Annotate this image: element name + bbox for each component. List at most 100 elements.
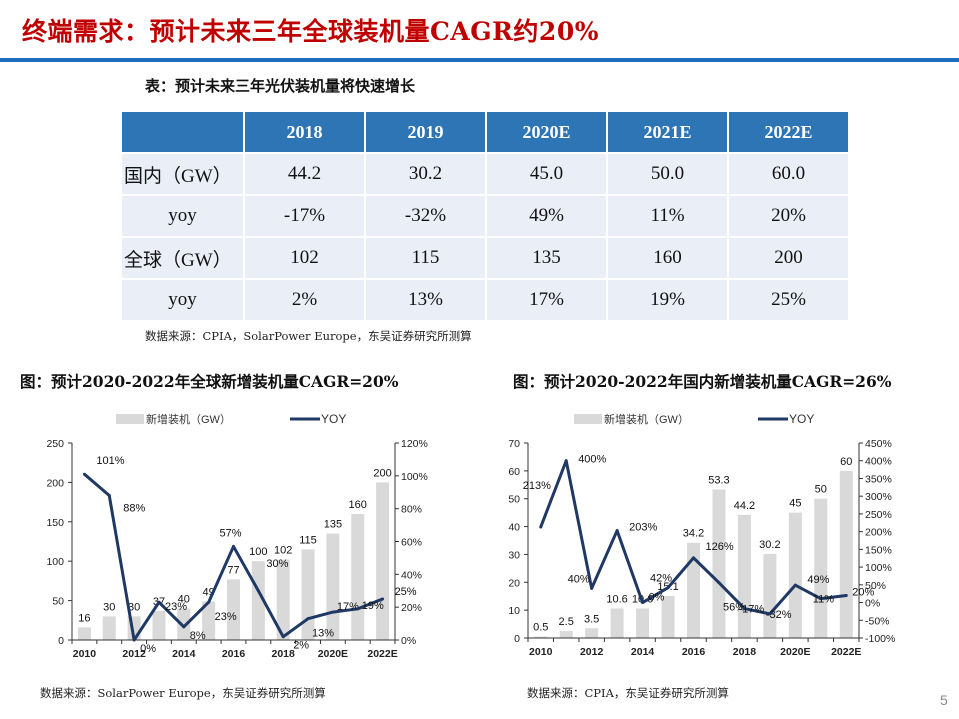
table-cell: 102 <box>243 236 366 280</box>
bar-value-label: 100 <box>249 546 267 558</box>
yoy-value-label: 19% <box>362 600 384 612</box>
bar-value-label: 30 <box>128 601 140 613</box>
yoy-value-label: 56% <box>723 602 745 614</box>
table-header-cell <box>120 110 245 154</box>
right-tick-label: 50% <box>865 580 886 592</box>
yoy-point <box>381 597 385 601</box>
bar <box>227 579 240 640</box>
x-tick-label: 2022E <box>367 648 397 660</box>
left-tick-label: 40 <box>508 522 520 534</box>
bar <box>687 542 700 638</box>
yoy-value-label: 11% <box>813 594 834 606</box>
bar <box>152 610 166 640</box>
table-header-row: 2018 2019 2020E 2021E 2022E <box>120 110 850 154</box>
yoy-point <box>793 583 797 587</box>
right-tick-label: -100% <box>865 633 895 645</box>
bar-value-label: 135 <box>324 519 342 531</box>
yoy-point <box>281 635 285 639</box>
bar <box>534 636 548 638</box>
row-label: 国内（GW） <box>120 152 245 196</box>
legend-bar-label: 新增装机（GW） <box>604 412 689 426</box>
yoy-point <box>590 586 594 590</box>
chart-source-domestic: 数据来源：CPIA，东吴证券研究所测算 <box>527 686 729 700</box>
table-row: yoy 2% 13% 17% 19% 25% <box>120 278 850 322</box>
left-tick-label: 250 <box>46 438 64 450</box>
right-tick-label: -50% <box>865 615 890 627</box>
bar <box>661 595 675 638</box>
right-tick-label: 20% <box>401 602 422 614</box>
table-cell: 44.2 <box>243 152 366 196</box>
chart-source-global: 数据来源：SolarPower Europe，东吴证券研究所测算 <box>40 686 326 700</box>
table-cell: 20% <box>727 194 850 238</box>
row-label: yoy <box>120 278 245 322</box>
table-cell: 49% <box>485 194 608 238</box>
yoy-point <box>539 525 543 529</box>
yoy-value-label: 0% <box>649 592 665 604</box>
x-tick-label: 2022E <box>831 646 861 658</box>
yoy-point <box>157 600 161 604</box>
yoy-value-label: 2% <box>293 640 309 652</box>
bar-value-label: 53.3 <box>708 475 729 487</box>
yoy-value-label: 17% <box>337 601 359 613</box>
bar <box>77 627 91 640</box>
yoy-value-label: 213% <box>523 480 551 492</box>
right-tick-label: 450% <box>865 438 892 450</box>
table-row: 国内（GW） 44.2 30.2 45.0 50.0 60.0 <box>120 152 850 196</box>
yoy-value-label: -32% <box>766 609 792 621</box>
table-caption: 表：预计未来三年光伏装机量将快速增长 <box>145 77 416 95</box>
left-tick-label: 100 <box>46 556 64 568</box>
table-cell: 60.0 <box>727 152 850 196</box>
yoy-point <box>306 617 310 621</box>
left-tick-label: 0 <box>58 635 64 647</box>
x-tick-label: 2010 <box>529 646 553 658</box>
bar <box>102 616 116 640</box>
right-tick-label: 0% <box>865 598 880 610</box>
bar-value-label: 50 <box>815 484 827 496</box>
yoy-value-label: 20% <box>852 586 874 598</box>
yoy-point <box>82 472 86 476</box>
table-cell: -32% <box>364 194 487 238</box>
bar <box>610 608 624 638</box>
bar-value-label: 30.2 <box>759 539 780 551</box>
legend-line-label: YOY <box>321 412 346 426</box>
table-source: 数据来源：CPIA，SolarPower Europe，东吴证券研究所测算 <box>145 329 472 343</box>
yoy-value-label: -17% <box>738 604 764 616</box>
yoy-point <box>564 459 568 463</box>
bar <box>276 559 290 640</box>
bar <box>814 498 828 638</box>
yoy-point <box>692 556 695 560</box>
bar <box>301 549 315 640</box>
bar-value-label: 44.2 <box>734 500 755 512</box>
right-tick-label: 350% <box>865 473 892 485</box>
x-tick-label: 2016 <box>682 646 706 658</box>
title-divider <box>0 58 959 62</box>
right-tick-label: 100% <box>401 471 428 483</box>
bar-value-label: 200 <box>373 467 391 479</box>
page-number: 5 <box>940 692 948 708</box>
yoy-value-label: 88% <box>123 503 145 515</box>
yoy-point <box>232 544 235 548</box>
table-row: yoy -17% -32% 49% 11% 20% <box>120 194 850 238</box>
x-tick-label: 2020E <box>780 646 810 658</box>
table-cell: 200 <box>727 236 850 280</box>
bar-value-label: 102 <box>274 545 292 557</box>
bar <box>177 608 191 640</box>
yoy-value-label: 8% <box>190 630 206 642</box>
table-cell: 25% <box>727 278 850 322</box>
bar <box>763 553 777 638</box>
x-tick-label: 2010 <box>73 648 97 660</box>
left-tick-label: 70 <box>508 438 520 450</box>
legend-line-label: YOY <box>789 412 814 426</box>
x-tick-label: 2014 <box>631 646 655 658</box>
left-tick-label: 150 <box>46 517 64 529</box>
yoy-point <box>844 593 848 597</box>
table-cell: 2% <box>243 278 366 322</box>
bar <box>585 628 599 638</box>
yoy-value-label: 49% <box>807 574 829 586</box>
right-tick-label: 40% <box>401 569 422 581</box>
bar-value-label: 2.5 <box>559 616 574 628</box>
left-tick-label: 0 <box>514 633 520 645</box>
yoy-value-label: 0% <box>140 643 156 655</box>
yoy-point <box>182 625 186 629</box>
